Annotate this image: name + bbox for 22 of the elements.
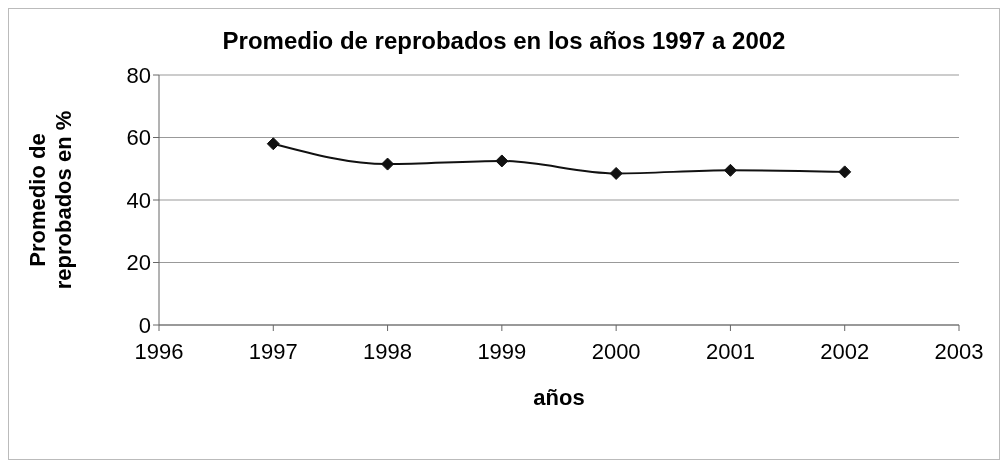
y-tick-label: 20	[126, 250, 151, 276]
x-tick-label: 1999	[477, 338, 527, 364]
point	[266, 137, 280, 151]
point	[838, 165, 852, 179]
x-tick-label: 1997	[248, 338, 298, 364]
y-tick-label: 0	[138, 312, 151, 338]
x-axis-title: años	[533, 385, 585, 410]
x-tick-label: 2001	[705, 338, 755, 364]
point	[609, 166, 623, 180]
y-tick-label: 80	[126, 62, 151, 88]
x-tick-label: 2003	[934, 338, 984, 364]
point	[495, 154, 509, 168]
y-tick-label: 60	[126, 125, 151, 151]
x-tick-label: 1998	[363, 338, 413, 364]
chart-title: Promedio de reprobados en los años 1997 a 2002	[221, 27, 787, 55]
x-tick-label: 2000	[591, 338, 641, 364]
x-tick-label: 1996	[134, 338, 184, 364]
point	[723, 163, 737, 177]
point	[381, 157, 395, 171]
x-tick-label: 2002	[820, 338, 870, 364]
y-tick-label: 40	[126, 187, 151, 213]
y-axis-title: Promedio de reprobados en %	[25, 110, 76, 290]
